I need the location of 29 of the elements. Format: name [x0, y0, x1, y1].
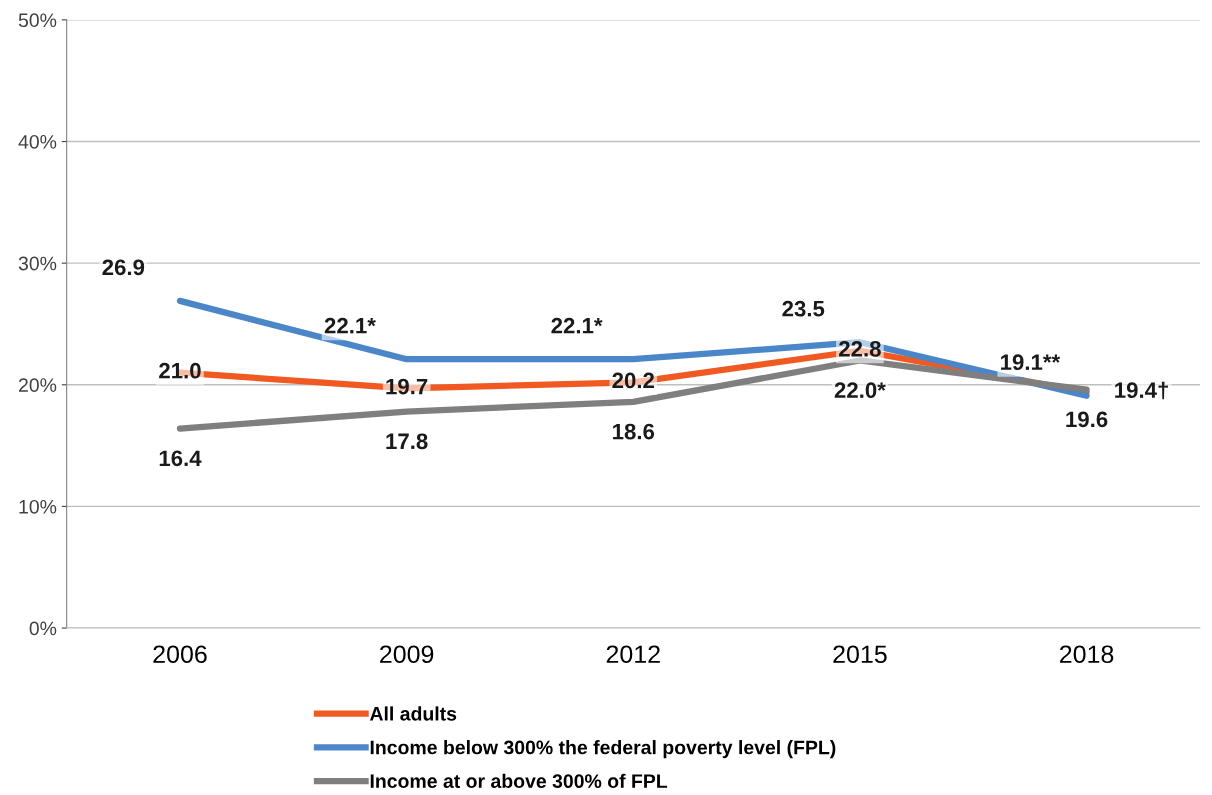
data-label: 20.2 [612, 372, 655, 389]
y-tick-label: 40% [18, 134, 57, 149]
data-label: 23.5 [782, 300, 825, 317]
data-label: 19.4† [1115, 381, 1168, 400]
legend-label: Income at or above 300% of FPL [370, 773, 668, 789]
y-tick-label: 10% [19, 499, 57, 514]
y-tick-label: 20% [19, 378, 57, 393]
data-label: 19.6 [1066, 411, 1108, 428]
legend-label: All adults [369, 706, 457, 721]
legend-label: Income below 300% the federal poverty level (FPL) [370, 740, 836, 759]
data-label: 22.1* [551, 317, 603, 334]
x-tick-label: 2006 [153, 645, 207, 664]
y-tick-label: 50% [18, 13, 57, 28]
data-label: 22.1* [324, 317, 376, 334]
x-tick-label: 2009 [380, 645, 434, 664]
data-label: 21.0 [159, 362, 201, 379]
y-tick-label: 30% [18, 256, 57, 271]
data-label: 22.8 [839, 340, 881, 357]
data-label: 19.7 [386, 378, 428, 395]
data-label: 16.4 [159, 450, 202, 467]
data-label: 26.9 [102, 259, 145, 276]
data-label: 19.1** [1001, 354, 1061, 371]
x-tick-label: 2015 [833, 645, 887, 664]
data-label: 17.8 [386, 433, 428, 450]
data-label: 22.0* [834, 382, 886, 399]
y-tick-label: 0% [29, 621, 57, 636]
x-tick-label: 2012 [606, 645, 660, 664]
x-tick-label: 2018 [1060, 645, 1114, 664]
data-label: 18.6 [613, 423, 655, 440]
